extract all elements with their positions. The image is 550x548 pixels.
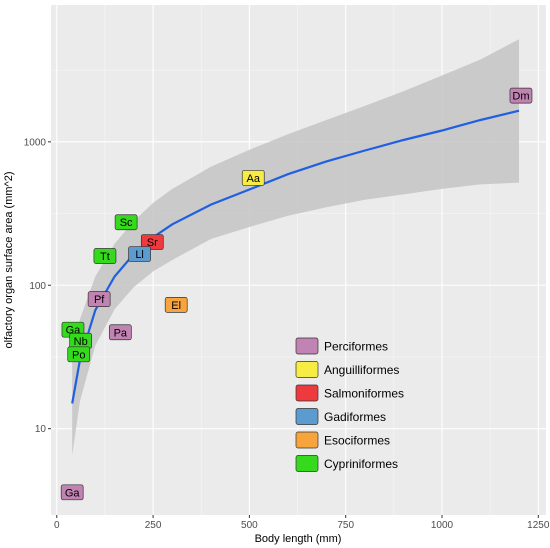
x-tick-label: 750 [337,520,354,531]
y-axis-title: olfactory organ surface area (mm^2) [3,172,15,349]
x-tick-label: 1250 [527,520,550,531]
y-tick-label: 1000 [24,137,47,148]
x-tick-label: 500 [241,520,258,531]
legend-label: Esociformes [324,434,390,448]
data-point-box [108,324,132,341]
x-tick-label: 0 [54,520,60,531]
data-point: Po [67,346,91,363]
data-point-label: Dm [512,91,529,103]
data-point-label: Sr [147,237,158,249]
legend-label: Salmoniformes [324,387,404,401]
data-point-box [140,234,164,250]
y-tick-label: 100 [29,281,46,292]
y-axis: 10 100 1000 [24,137,51,435]
data-point-box [128,246,151,262]
data-point-label: Pf [94,294,105,306]
legend-item: Anguilliformes [295,361,399,378]
legend-swatch [295,384,319,402]
data-point-label: Ga [65,487,81,499]
y-tick-label: 10 [35,424,47,435]
data-point-box [93,248,117,264]
data-point: Pa [108,324,132,341]
data-point: Ll [128,246,151,262]
legend-item: Perciformes [295,337,388,355]
data-point: Sr [140,234,164,250]
data-point: Dm [509,87,533,104]
legend-item: Salmoniformes [295,384,404,402]
data-point-label: Sc [120,217,133,229]
legend-swatch [295,431,319,449]
data-point-label: Po [72,349,85,361]
legend: Perciformes Anguilliformes Salmoniformes Ga… [295,337,404,472]
legend-swatch [295,408,319,425]
data-point: Tt [93,248,117,264]
data-point-label: Pa [114,327,128,339]
x-tick-label: 250 [145,520,162,531]
data-point-box [509,87,533,104]
legend-label: Cypriniformes [324,457,398,471]
grid-minor [51,5,546,515]
legend-swatch [295,455,319,472]
data-point-box [67,346,91,363]
data-point-box [60,484,84,501]
legend-label: Anguilliformes [324,363,399,377]
data-point-label: El [171,300,181,312]
data-point: El [164,297,188,313]
data-point-label: Aa [247,173,261,185]
x-axis: 0 250 500 750 1000 1250 [54,515,550,531]
data-point: Aa [241,170,265,186]
data-point-label: Tt [100,251,110,263]
legend-label: Gadiformes [324,410,386,424]
data-point: Sc [114,214,138,231]
data-point-box [164,297,188,313]
data-point-box [241,170,265,186]
data-point: Ga [60,484,84,501]
x-axis-title: Body length (mm) [255,533,342,545]
data-point: Nb [69,332,93,349]
data-point: Pf [87,291,111,308]
legend-label: Perciformes [324,340,388,354]
data-point-label: Nb [74,336,88,348]
confidence-ribbon [72,39,519,456]
legend-item: Esociformes [295,431,390,449]
data-point-label: Ll [135,249,144,261]
data-point-box [87,291,111,308]
legend-swatch [295,337,319,355]
x-tick-label: 1000 [431,520,454,531]
legend-swatch [295,361,319,378]
legend-item: Cypriniformes [295,455,398,472]
data-point-box [114,214,138,231]
legend-item: Gadiformes [295,408,386,425]
